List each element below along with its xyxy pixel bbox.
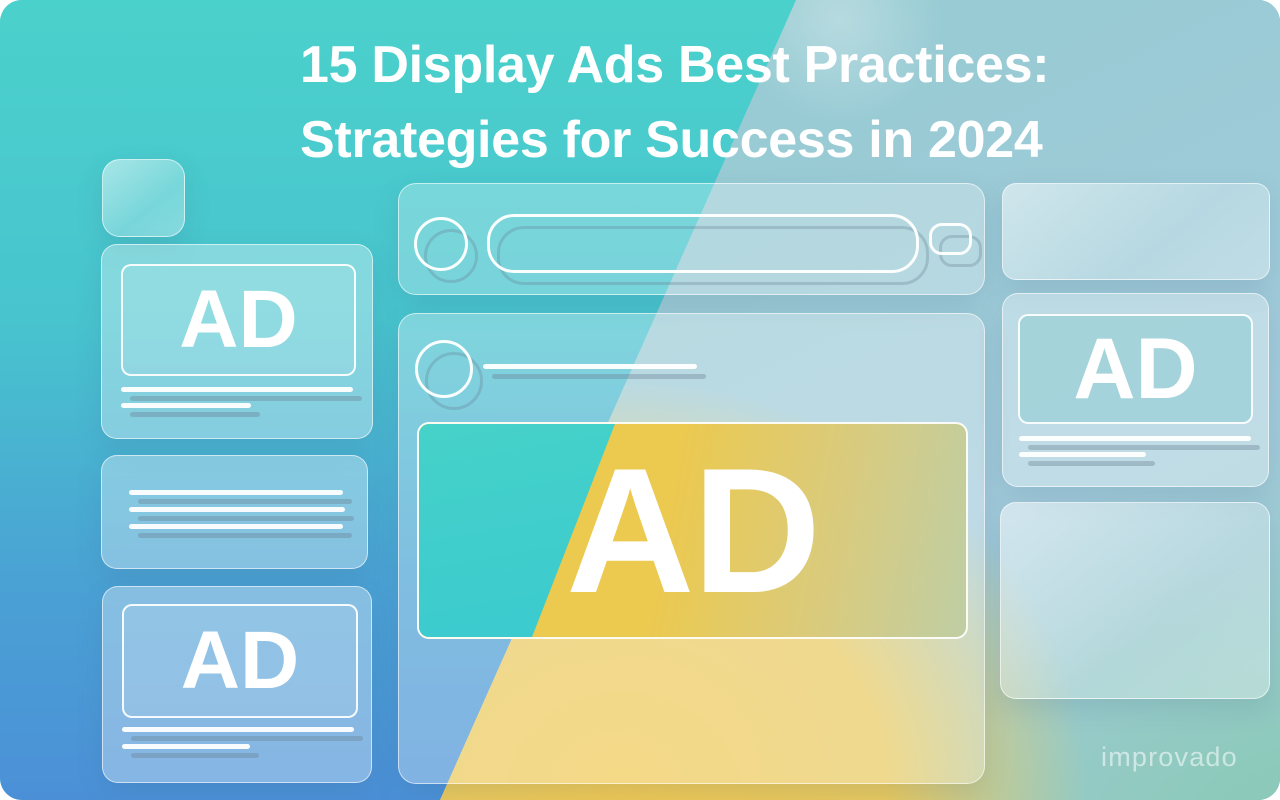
ad-slot: AD <box>122 604 358 718</box>
text-skeleton-line <box>121 387 353 392</box>
text-skeleton-line <box>121 403 251 408</box>
browser-action-icon <box>929 223 972 255</box>
webpage-content-card: AD <box>398 313 985 784</box>
text-skeleton-line <box>122 744 250 749</box>
display-ad-card-right: AD <box>1002 293 1269 487</box>
display-ad-card-left-bottom: AD <box>102 586 372 783</box>
ad-banner: AD <box>417 422 968 639</box>
heading-skeleton-line <box>483 364 697 369</box>
ad-slot: AD <box>1018 314 1253 424</box>
text-skeleton-line <box>1019 452 1146 457</box>
avatar-icon <box>415 340 473 398</box>
text-skeleton-line <box>129 507 345 512</box>
ad-tile-placeholder <box>1002 183 1270 280</box>
text-skeleton-line <box>129 524 343 529</box>
improvado-logo: improvado <box>1101 742 1238 772</box>
text-skeleton-line <box>129 490 343 495</box>
text-skeleton-card <box>101 455 368 569</box>
browser-home-icon <box>414 217 468 271</box>
ad-label: AD <box>1073 321 1198 417</box>
page-title: 15 Display Ads Best Practices: Strategie… <box>300 28 1120 178</box>
browser-toolbar <box>398 183 985 295</box>
ad-slot: AD <box>121 264 356 376</box>
text-skeleton-line <box>1019 436 1251 441</box>
display-ad-card-left-top: AD <box>101 244 373 439</box>
ad-tile-placeholder <box>1000 502 1270 699</box>
ad-tile-placeholder <box>102 159 185 237</box>
ad-label: AD <box>179 274 298 365</box>
page-title-line1: 15 Display Ads Best Practices: <box>300 36 1050 94</box>
search-bar <box>487 214 919 273</box>
ad-label: AD <box>180 615 300 706</box>
page-title-line2: Strategies for Success in 2024 <box>300 111 1043 169</box>
ad-label: AD <box>565 430 821 630</box>
text-skeleton-line <box>122 727 354 732</box>
